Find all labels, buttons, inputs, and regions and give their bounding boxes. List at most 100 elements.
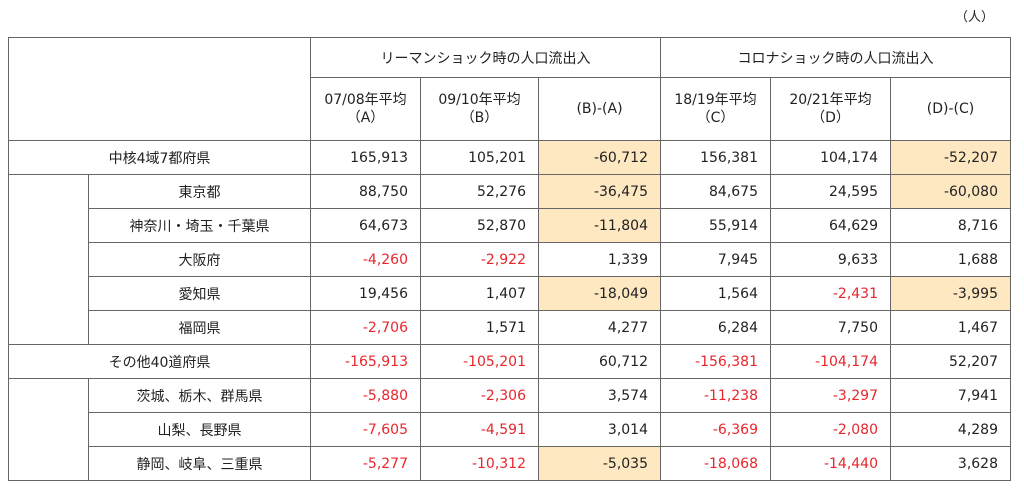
column-header: 07/08年平均 （A） <box>310 77 421 141</box>
value-cell: -10,312 <box>420 446 539 481</box>
value-cell: 1,339 <box>538 242 661 277</box>
value-cell: -18,068 <box>660 446 771 481</box>
data-table: リーマンショック時の人口流出入 コロナショック時の人口流出入 07/08年平均 （A）… <box>8 37 1011 481</box>
value-cell: 64,673 <box>310 208 421 243</box>
value-cell: 60,712 <box>538 344 661 379</box>
value-cell: -18,049 <box>538 276 661 311</box>
column-header-line: (D)-(C) <box>926 101 975 117</box>
column-header: (D)-(C) <box>890 77 1011 141</box>
value-cell: 156,381 <box>660 140 771 175</box>
value-cell: 1,564 <box>660 276 771 311</box>
value-cell: -5,880 <box>310 378 421 413</box>
value-cell: 3,628 <box>890 446 1011 481</box>
value-cell: -5,035 <box>538 446 661 481</box>
header-row: リーマンショック時の人口流出入 コロナショック時の人口流出入 <box>8 37 1011 141</box>
value-cell: -156,381 <box>660 344 771 379</box>
value-cell: 6,284 <box>660 310 771 345</box>
value-cell: -4,591 <box>420 412 539 447</box>
value-cell: -2,306 <box>420 378 539 413</box>
row-label: 山梨、長野県 <box>88 412 311 447</box>
value-cell: -165,913 <box>310 344 421 379</box>
value-cell: 9,633 <box>770 242 891 277</box>
value-cell: -3,995 <box>890 276 1011 311</box>
value-cell: 1,407 <box>420 276 539 311</box>
child-row: 静岡、岐阜、三重県 -5,277 -10,312 -5,035 -18,068 -14,4… <box>9 446 1011 481</box>
value-cell: 4,289 <box>890 412 1011 447</box>
column-header-line: 20/21年平均 <box>789 92 872 108</box>
value-cell: -5,277 <box>310 446 421 481</box>
header-row: 07/08年平均 （A） 09/10年平均 （B） (B)-(A) 18/19年平均 （C）… <box>9 77 1011 141</box>
value-cell: 1,688 <box>890 242 1011 277</box>
value-cell: 7,945 <box>660 242 771 277</box>
value-cell: -36,475 <box>538 174 661 209</box>
column-header-line: (B)-(A) <box>576 101 623 117</box>
value-cell: -7,605 <box>310 412 421 447</box>
indent-cell <box>8 378 89 481</box>
child-row: 福岡県 -2,706 1,571 4,277 6,284 7,750 1,467 <box>9 310 1011 345</box>
column-header-line: 07/08年平均 <box>324 92 407 108</box>
group-header: リーマンショック時の人口流出入 <box>310 37 661 78</box>
value-cell: -52,207 <box>890 140 1011 175</box>
value-cell: 7,941 <box>890 378 1011 413</box>
child-row: 神奈川・埼玉・千葉県 64,673 52,870 -11,804 55,914 64,62… <box>9 208 1011 243</box>
row-label: 茨城、栃木、群馬県 <box>88 378 311 413</box>
value-cell: 1,467 <box>890 310 1011 345</box>
value-cell: 88,750 <box>310 174 421 209</box>
column-header-line: （C） <box>696 110 735 126</box>
column-header-line: （A） <box>346 110 385 126</box>
row-label: 神奈川・埼玉・千葉県 <box>88 208 311 243</box>
child-row: 愛知県 19,456 1,407 -18,049 1,564 -2,431 -3,995 <box>9 276 1011 311</box>
value-cell: -6,369 <box>660 412 771 447</box>
value-cell: -105,201 <box>420 344 539 379</box>
value-cell: 19,456 <box>310 276 421 311</box>
value-cell: 24,595 <box>770 174 891 209</box>
value-cell: -2,431 <box>770 276 891 311</box>
column-header-line: （B） <box>460 110 499 126</box>
group-row: その他40道府県 -165,913 -105,201 60,712 -156,381 -1… <box>8 344 1011 379</box>
value-cell: 3,014 <box>538 412 661 447</box>
value-cell: 84,675 <box>660 174 771 209</box>
row-label: 東京都 <box>88 174 311 209</box>
value-cell: -2,706 <box>310 310 421 345</box>
child-row: 茨城、栃木、群馬県 -5,880 -2,306 3,574 -11,238 -3,297 7… <box>8 378 1011 481</box>
child-row: 大阪府 -4,260 -2,922 1,339 7,945 9,633 1,688 <box>9 242 1011 277</box>
value-cell: 64,629 <box>770 208 891 243</box>
row-label: 静岡、岐阜、三重県 <box>88 446 311 481</box>
value-cell: 105,201 <box>420 140 539 175</box>
corner-cell <box>8 37 311 141</box>
row-label: 福岡県 <box>88 310 311 345</box>
child-row: 東京都 88,750 52,276 -36,475 84,675 24,595 -60,08… <box>8 174 1011 345</box>
row-label: 大阪府 <box>88 242 311 277</box>
value-cell: 52,207 <box>890 344 1011 379</box>
value-cell: -3,297 <box>770 378 891 413</box>
column-header: (B)-(A) <box>538 77 661 141</box>
column-header-line: 09/10年平均 <box>438 92 521 108</box>
value-cell: -60,080 <box>890 174 1011 209</box>
column-header: 09/10年平均 （B） <box>420 77 539 141</box>
group-row: 中核4域7都府県 165,913 105,201 -60,712 156,381 104,… <box>8 140 1011 175</box>
value-cell: 7,750 <box>770 310 891 345</box>
group-header: コロナショック時の人口流出入 <box>660 37 1011 78</box>
value-cell: -2,922 <box>420 242 539 277</box>
indent-cell <box>8 174 89 345</box>
value-cell: 4,277 <box>538 310 661 345</box>
column-header-line: 18/19年平均 <box>674 92 757 108</box>
child-row: 山梨、長野県 -7,605 -4,591 3,014 -6,369 -2,080 4,289 <box>9 412 1011 447</box>
value-cell: 52,276 <box>420 174 539 209</box>
column-header-line: （D） <box>811 110 850 126</box>
value-cell: -4,260 <box>310 242 421 277</box>
unit-label: （人） <box>954 10 994 25</box>
value-cell: -60,712 <box>538 140 661 175</box>
value-cell: -2,080 <box>770 412 891 447</box>
value-cell: 104,174 <box>770 140 891 175</box>
value-cell: -11,238 <box>660 378 771 413</box>
value-cell: 165,913 <box>310 140 421 175</box>
group-label: 中核4域7都府県 <box>8 140 311 175</box>
value-cell: -11,804 <box>538 208 661 243</box>
column-header: 20/21年平均 （D） <box>770 77 891 141</box>
group-label: その他40道府県 <box>8 344 311 379</box>
value-cell: 55,914 <box>660 208 771 243</box>
value-cell: 1,571 <box>420 310 539 345</box>
value-cell: 8,716 <box>890 208 1011 243</box>
